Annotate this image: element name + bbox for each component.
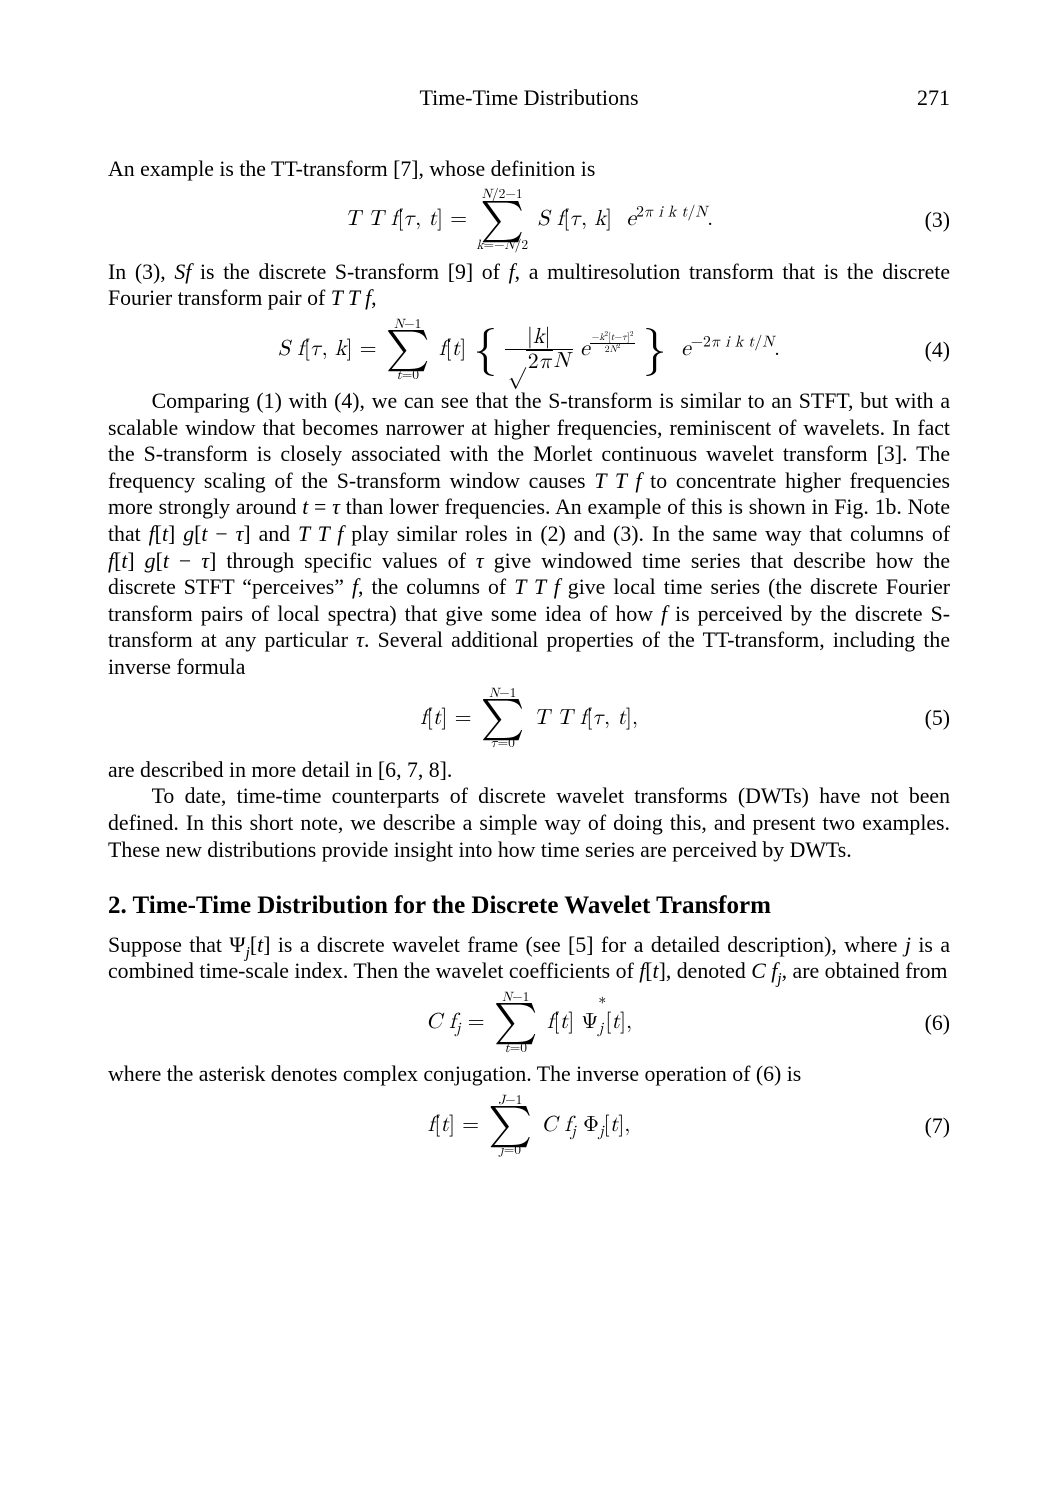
equation-4-number: (4) — [910, 337, 950, 364]
p2-d: , — [371, 286, 376, 310]
equation-7: f[t] = J−1 ∑ j=0 C fj Φj[t], (7) — [108, 1094, 950, 1158]
para-described-detail: are described in more detail in [6, 7, 8… — [108, 757, 950, 784]
p2-b: is the discrete S-transform [9] of — [191, 260, 508, 284]
equation-7-number: (7) — [910, 1113, 950, 1140]
p6-e: , are obtained from — [782, 959, 948, 983]
p3-e: play similar roles in (2) and (3). In th… — [343, 522, 950, 546]
p6-b: is a discrete wavelet frame (see [5] for… — [270, 933, 904, 957]
equation-6-number: (6) — [910, 1010, 950, 1037]
equation-6-body: C fj = N−1 ∑ t=0 f[t] Ψ∗j [t], — [148, 991, 910, 1055]
p6-a: Suppose that — [108, 933, 229, 957]
para-asterisk: where the asterisk denotes complex conju… — [108, 1061, 950, 1088]
equation-5-number: (5) — [910, 705, 950, 732]
section-2-heading: 2. Time-Time Distribution for the Discre… — [108, 891, 950, 922]
page-number: 271 — [840, 85, 950, 112]
equation-3-body: T T f[τ, t] = N/2−1 ∑ k=−N/2 S f[τ, k] e… — [148, 188, 910, 252]
equation-3-number: (3) — [910, 207, 950, 234]
p3-h: , the columns of — [358, 575, 514, 599]
equation-4-body: S f[τ, k] = N−1 ∑ t=0 f[t] { |k| √2πN e−… — [148, 318, 910, 382]
para-after-eq3: In (3), Sf is the discrete S-transform [… — [108, 259, 950, 312]
equation-5-body: f[t] = N−1 ∑ τ=0 T T f[τ, t], — [148, 687, 910, 751]
p6-d: , denoted — [666, 959, 751, 983]
para-to-date: To date, time-time counterparts of discr… — [108, 783, 950, 863]
equation-4: S f[τ, k] = N−1 ∑ t=0 f[t] { |k| √2πN e−… — [108, 318, 950, 382]
equation-5: f[t] = N−1 ∑ τ=0 T T f[τ, t], (5) — [108, 687, 950, 751]
equation-3: T T f[τ, t] = N/2−1 ∑ k=−N/2 S f[τ, k] e… — [108, 188, 950, 252]
equation-7-body: f[t] = J−1 ∑ j=0 C fj Φj[t], — [148, 1094, 910, 1158]
running-head: Time-Time Distributions 271 — [108, 85, 950, 112]
para-suppose: Suppose that Ψj[t] is a discrete wavelet… — [108, 932, 950, 985]
p2-a: In (3), — [108, 260, 174, 284]
para-intro-tt: An example is the TT-transform [7], whos… — [108, 156, 950, 183]
equation-6: C fj = N−1 ∑ t=0 f[t] Ψ∗j [t], (6) — [108, 991, 950, 1055]
running-title: Time-Time Distributions — [218, 85, 840, 112]
p3-d: and — [251, 522, 298, 546]
para-comparing: Comparing (1) with (4), we can see that … — [108, 388, 950, 680]
p3-f: through specific values of — [216, 549, 476, 573]
